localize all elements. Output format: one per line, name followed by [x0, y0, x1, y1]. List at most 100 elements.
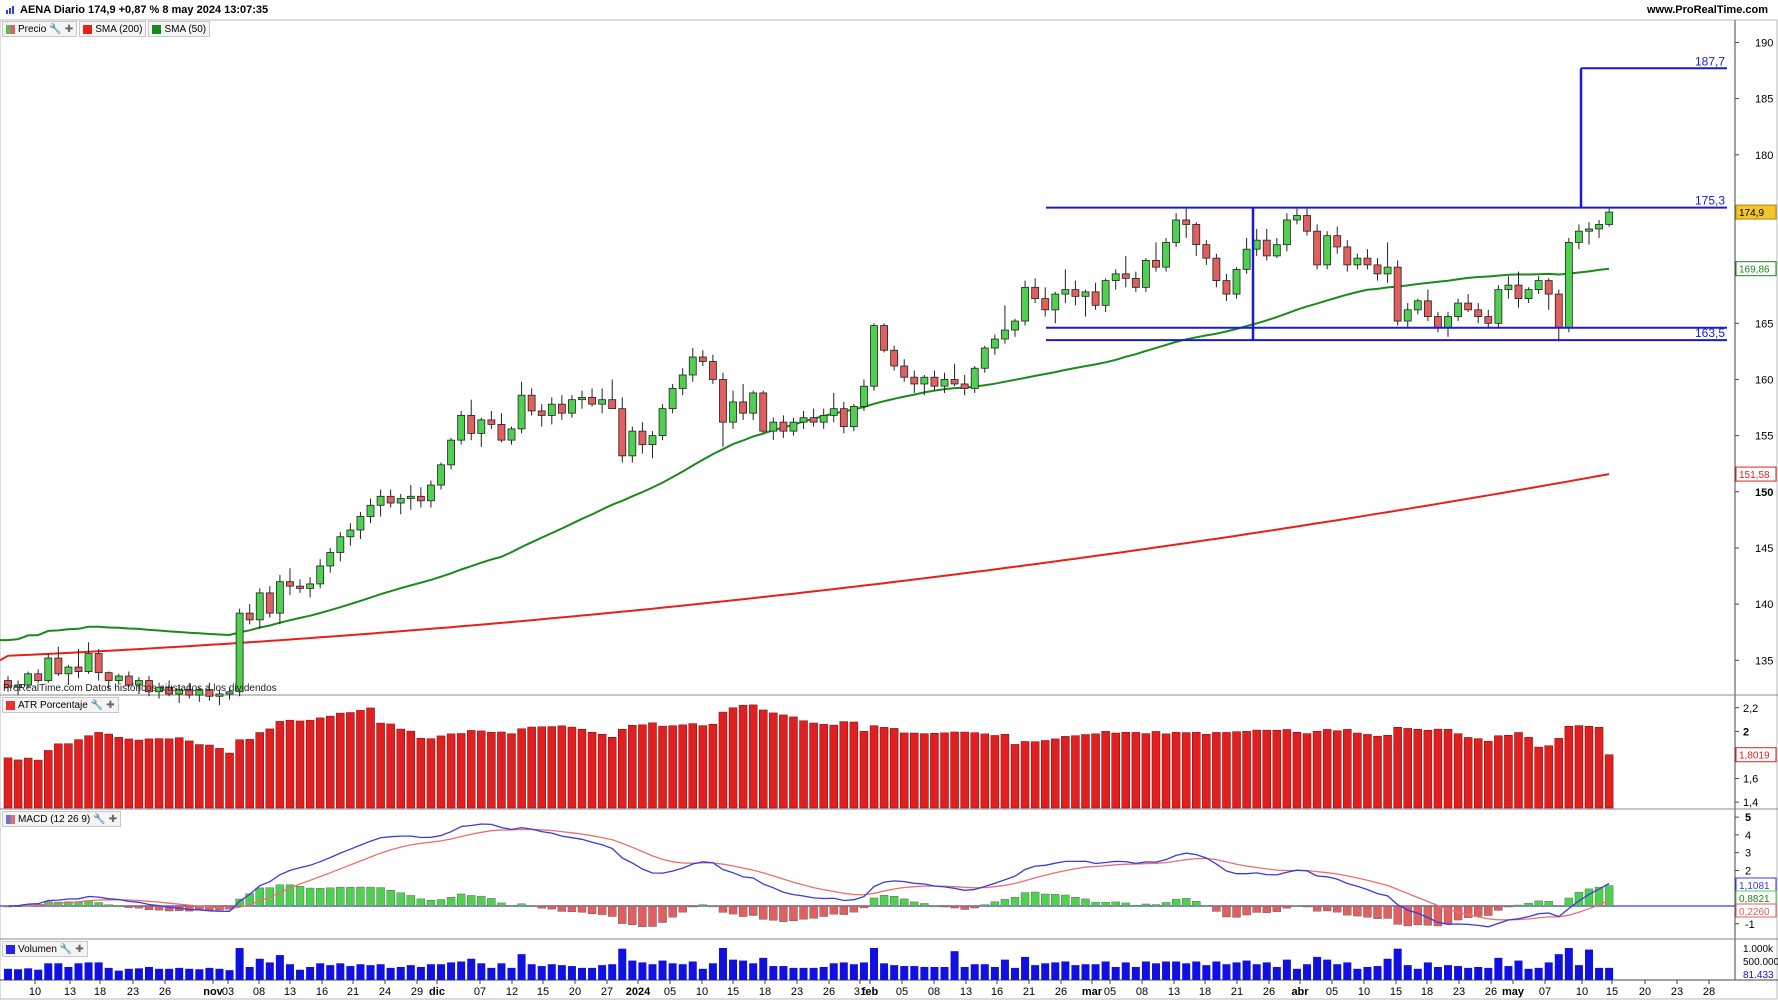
volume-bar [1000, 959, 1009, 980]
volume-bar [1162, 961, 1171, 980]
legend-sma50[interactable]: SMA (50) [148, 21, 211, 37]
volume-bar [296, 969, 305, 980]
volume-bar [54, 963, 63, 980]
macd-hist-bar [920, 903, 929, 907]
volume-bar [1021, 956, 1030, 980]
candle-body [1282, 219, 1291, 246]
atr-bar [1030, 741, 1040, 809]
atr-bar [1473, 738, 1483, 809]
time-tick-label: mar [1082, 986, 1103, 998]
time-tick-label: 27 [601, 986, 613, 998]
legend-atr[interactable]: ATR Porcentaje 🔧 ✚ [2, 697, 119, 713]
candle-body [24, 673, 33, 686]
wrench-icon[interactable]: 🔧 [59, 943, 73, 955]
candle-body [910, 376, 919, 385]
time-tick-label: 28 [1703, 986, 1715, 998]
wrench-icon[interactable]: 🔧 [93, 813, 106, 825]
candle-body [749, 392, 758, 414]
volume-bar [1413, 968, 1422, 980]
plus-icon[interactable]: ✚ [108, 813, 118, 825]
plus-icon[interactable]: ✚ [64, 23, 74, 35]
macd-hist-bar [94, 902, 103, 907]
atr-bar [1594, 727, 1604, 809]
top-bar: AENA Diario 174,9 +0,87 % 8 may 2024 13:… [0, 0, 1778, 20]
candle-body [950, 379, 959, 385]
macd-hist-bar [879, 895, 889, 907]
candle-body [648, 435, 657, 446]
candle-body [819, 415, 828, 423]
candle-body [286, 581, 294, 587]
macd-hist-bar [1041, 893, 1050, 907]
atr-bar [1554, 738, 1564, 809]
time-tick-label: 07 [474, 986, 486, 998]
legend-macd[interactable]: MACD (12 26 9) 🔧 ✚ [2, 811, 122, 827]
macd-hist-bar [1302, 905, 1312, 908]
volume-bar [527, 964, 536, 980]
plus-icon[interactable]: ✚ [75, 943, 84, 955]
legend-volume[interactable]: Volumen 🔧 ✚ [2, 941, 88, 957]
volume-bar [255, 958, 264, 980]
atr-bar [466, 730, 476, 809]
atr-bar [23, 757, 33, 809]
wrench-icon[interactable]: 🔧 [49, 23, 62, 35]
candle-body [396, 498, 405, 504]
volume-bar [819, 966, 828, 980]
time-tick-label: 20 [569, 986, 581, 998]
price-legend: Precio 🔧 ✚ SMA (200) SMA (50) [2, 21, 211, 37]
time-tick-label: 13 [960, 986, 972, 998]
atr-bar [658, 725, 667, 809]
sma200-swatch [83, 24, 93, 34]
volume-bar [477, 963, 486, 980]
macd-hist-bar [114, 905, 123, 907]
macd-hist-bar [1423, 905, 1433, 926]
atr-bar [456, 733, 466, 809]
atr-bar [1020, 741, 1030, 809]
macd-hist-bar [517, 903, 526, 907]
wrench-icon[interactable]: 🔧 [90, 699, 104, 711]
volume-bar [970, 964, 979, 980]
atr-bar [114, 737, 124, 809]
volume-bar [1524, 968, 1533, 980]
candle-body [447, 439, 455, 466]
atr-bar [436, 735, 446, 809]
volume-axis-label: 500.000 [1743, 957, 1778, 968]
legend-sma200[interactable]: SMA (200) [79, 21, 147, 37]
candle-body [356, 516, 365, 531]
macd-hist-bar [889, 896, 899, 907]
volume-bar [1212, 961, 1221, 980]
volume-bar [376, 964, 385, 980]
atr-bar [1453, 733, 1463, 809]
candle-body [34, 673, 43, 681]
macd-hist-bar [1282, 905, 1292, 909]
candle-body [346, 529, 355, 538]
atr-bar [416, 738, 426, 809]
volume-bar [930, 966, 939, 980]
atr-bar [1212, 732, 1221, 809]
atr-bar [769, 712, 778, 809]
atr-bar [477, 730, 486, 809]
candle-body [1554, 293, 1563, 329]
macd-hist-bar [285, 884, 295, 907]
atr-bar [819, 724, 828, 809]
macd-hist-bar [326, 887, 335, 907]
volume-bar [1403, 965, 1412, 980]
candle-body [668, 388, 677, 410]
atr-bar [648, 722, 657, 809]
time-tick-label: 03 [222, 986, 234, 998]
atr-bar [426, 738, 436, 809]
macd-hist-bar [1363, 905, 1372, 918]
time-tick-label: 23 [791, 986, 803, 998]
time-tick-label: 31 [854, 986, 866, 998]
volume-bar [1584, 949, 1593, 980]
plus-icon[interactable]: ✚ [106, 699, 115, 711]
legend-price[interactable]: Precio 🔧 ✚ [2, 21, 78, 37]
candle-body [94, 653, 103, 674]
site-url[interactable]: www.ProRealTime.com [1646, 4, 1768, 16]
atr-bar [1343, 729, 1352, 809]
volume-bar [718, 948, 727, 980]
atr-bar [567, 726, 577, 809]
candle-body [1353, 257, 1362, 266]
atr-bar [366, 707, 375, 809]
macd-hist-bar [799, 905, 808, 920]
